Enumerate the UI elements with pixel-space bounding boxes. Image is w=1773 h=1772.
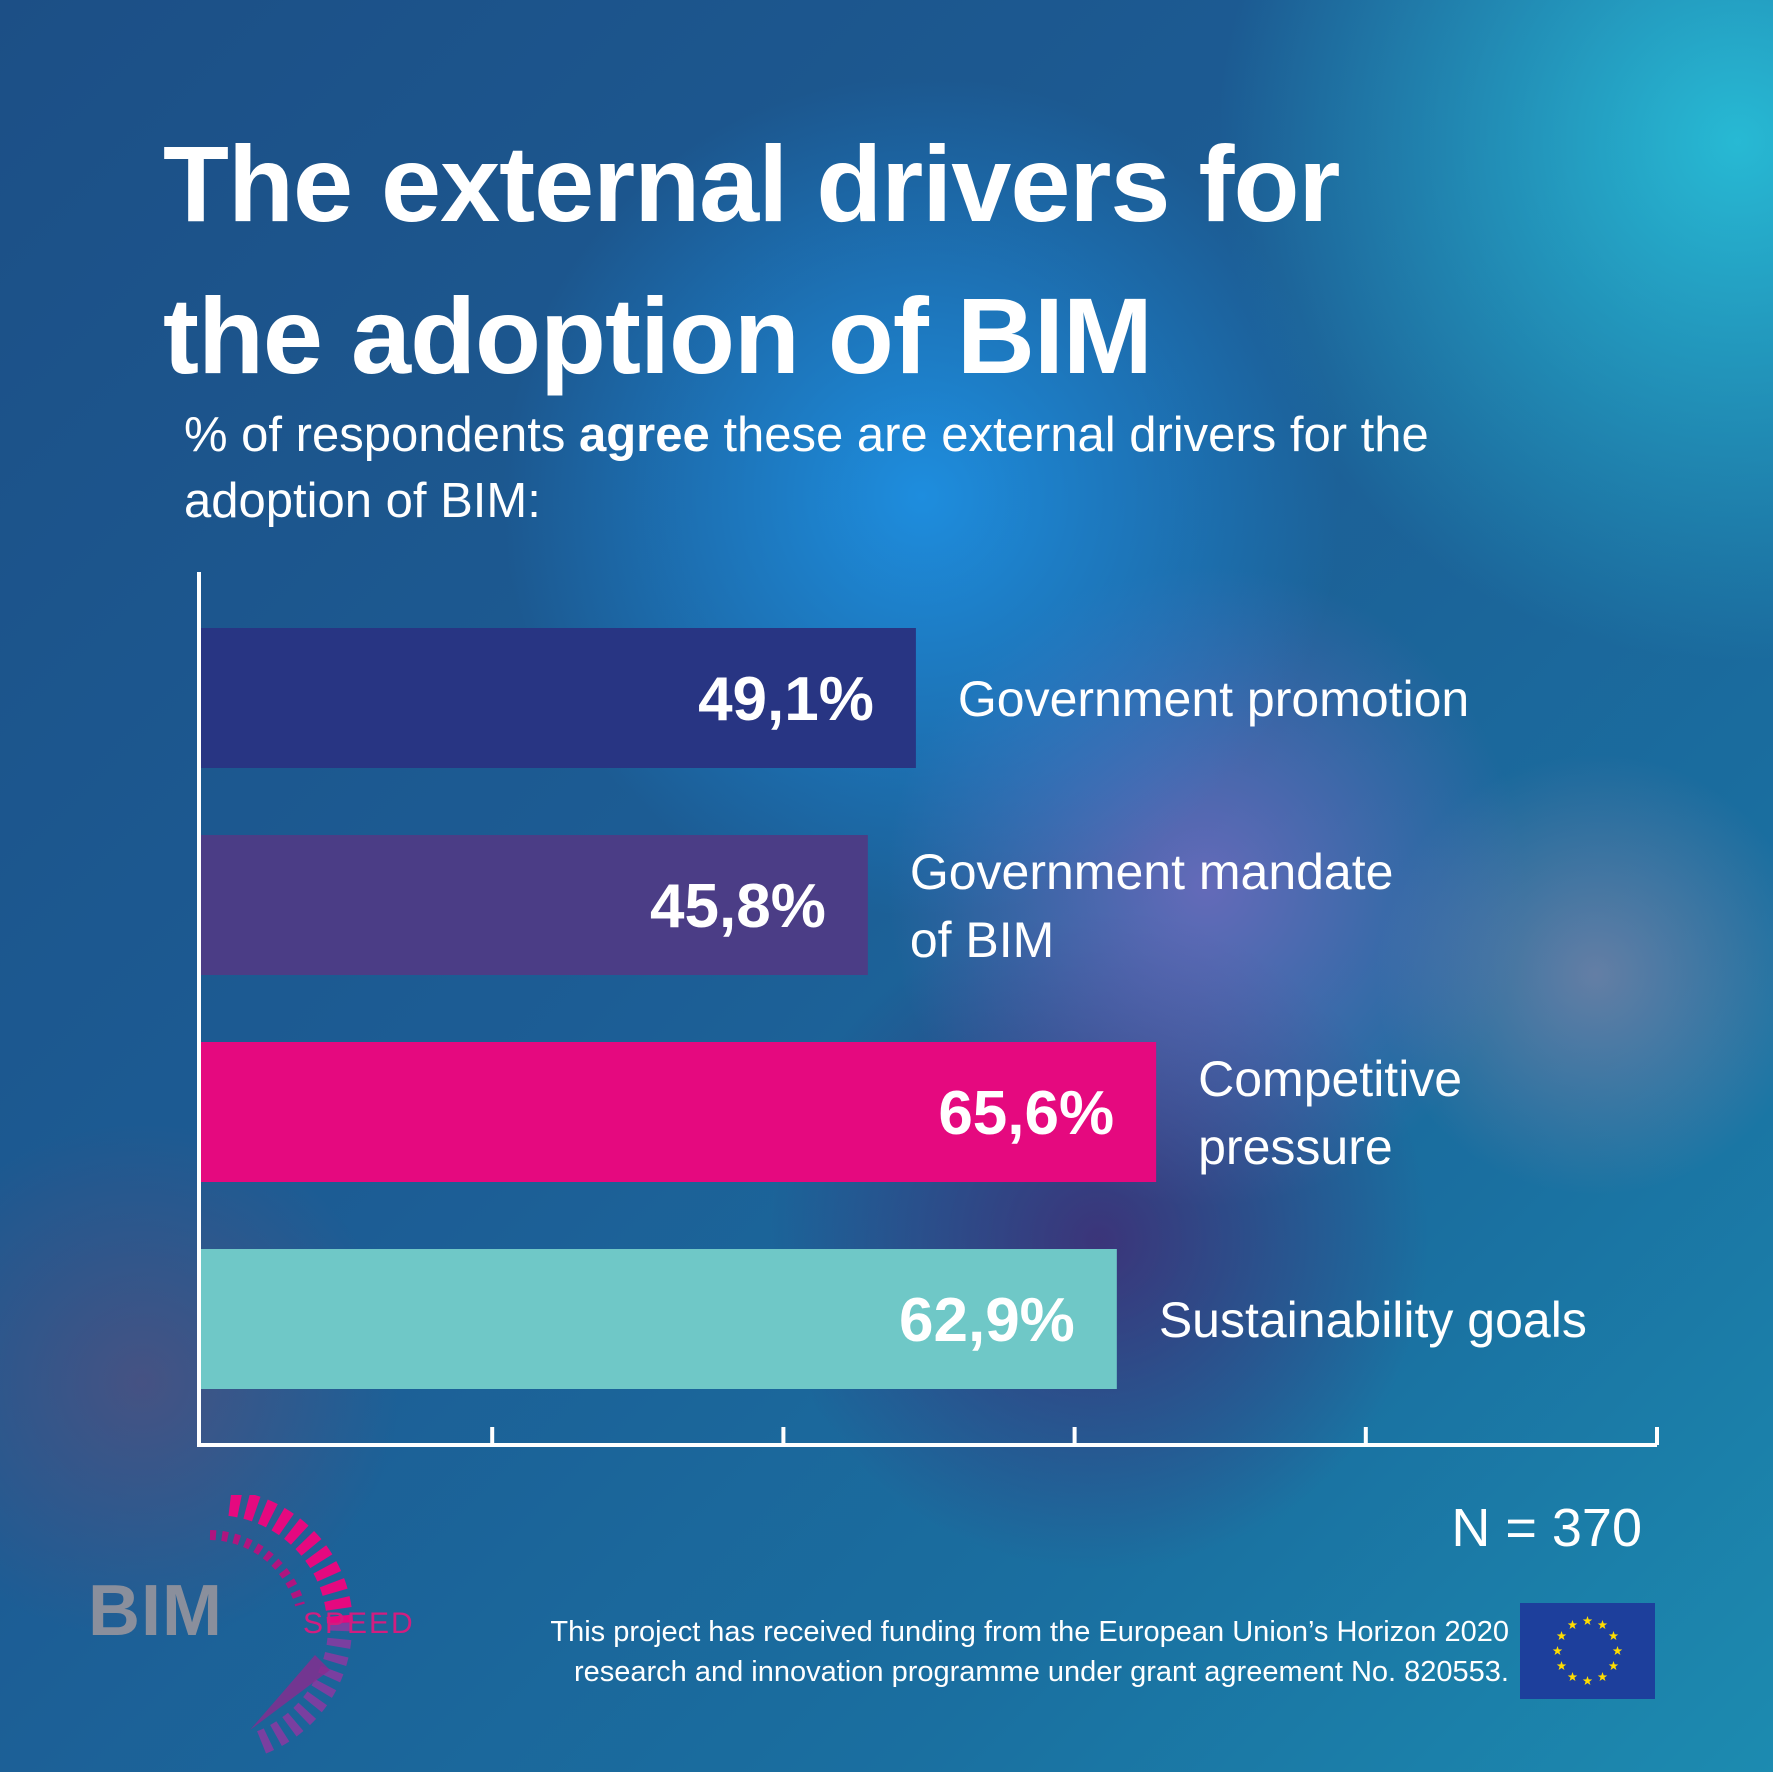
category-label: Government mandate bbox=[910, 844, 1394, 900]
chart-title: The external drivers for the adoption of… bbox=[163, 123, 1340, 396]
bar-value-label: 45,8% bbox=[650, 872, 826, 941]
logo-main-text: BIM bbox=[88, 1571, 223, 1651]
bar bbox=[201, 1249, 1117, 1389]
eu-star-icon bbox=[1597, 1620, 1608, 1630]
bar-value-label: 65,6% bbox=[938, 1079, 1114, 1148]
eu-star-icon bbox=[1567, 1671, 1578, 1682]
eu-flag-icon bbox=[1520, 1603, 1655, 1699]
eu-star-icon bbox=[1556, 1661, 1567, 1671]
category-label: of BIM bbox=[910, 912, 1054, 968]
eu-stars bbox=[1552, 1616, 1623, 1686]
funding-note: This project has received funding from t… bbox=[550, 1616, 1509, 1688]
logo-swirl-icon bbox=[209, 1495, 353, 1755]
category-label: Sustainability goals bbox=[1159, 1292, 1587, 1348]
bar bbox=[201, 835, 868, 975]
eu-star-icon bbox=[1567, 1620, 1578, 1630]
bar-value-label: 62,9% bbox=[899, 1286, 1075, 1355]
category-label: Government promotion bbox=[958, 671, 1469, 727]
category-label: pressure bbox=[1198, 1119, 1393, 1175]
subtitle-after: these are external drivers for the adopt… bbox=[184, 408, 1429, 528]
eu-star-icon bbox=[1582, 1616, 1593, 1626]
bar bbox=[201, 1042, 1157, 1182]
eu-star-icon bbox=[1612, 1646, 1623, 1656]
chart-subtitle: % of respondents agree these are externa… bbox=[184, 402, 1584, 534]
eu-star-icon bbox=[1608, 1661, 1619, 1671]
logo-sub-text: SPEED bbox=[303, 1607, 415, 1640]
bim-speed-logo-icon: BIM SPEED bbox=[80, 1495, 440, 1755]
eu-star-icon bbox=[1597, 1671, 1608, 1682]
eu-star-icon bbox=[1556, 1631, 1567, 1641]
bar bbox=[201, 628, 916, 768]
eu-star-icon bbox=[1552, 1646, 1563, 1656]
eu-star-icon bbox=[1582, 1676, 1593, 1686]
eu-star-icon bbox=[1608, 1631, 1619, 1641]
subtitle-before: % of respondents bbox=[184, 408, 579, 462]
category-label: Competitive bbox=[1198, 1051, 1462, 1107]
bar-value-label: 49,1% bbox=[698, 665, 874, 734]
sample-size: N = 370 bbox=[1451, 1498, 1642, 1558]
subtitle-bold: agree bbox=[578, 408, 710, 462]
